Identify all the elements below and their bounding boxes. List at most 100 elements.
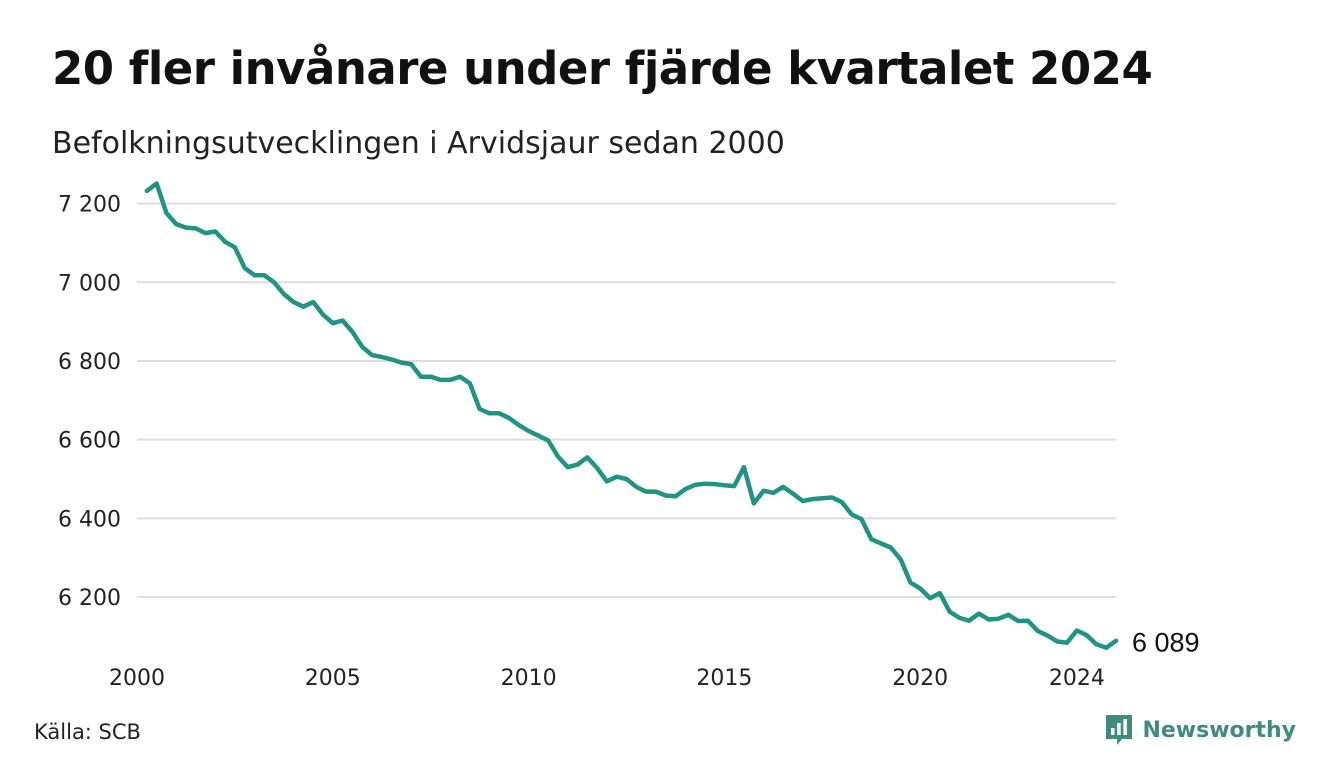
data-point: [966, 618, 972, 624]
data-point: [457, 374, 463, 380]
data-point: [741, 464, 747, 470]
data-point: [486, 410, 492, 416]
data-point: [1035, 628, 1041, 634]
data-point: [1025, 618, 1031, 624]
data-point: [917, 585, 923, 591]
data-point: [1103, 645, 1109, 651]
data-point: [770, 490, 776, 496]
data-point: [389, 356, 395, 362]
data-point: [438, 377, 444, 383]
data-point: [163, 210, 169, 216]
data-point: [839, 499, 845, 505]
grid-lines: [137, 202, 1116, 599]
data-point: [663, 493, 669, 499]
series-layer: [144, 181, 1119, 651]
x-tick-label: 2005: [305, 666, 361, 691]
data-point: [927, 595, 933, 601]
data-point: [937, 590, 943, 596]
data-point: [584, 454, 590, 460]
data-point: [643, 489, 649, 495]
data-point: [1093, 641, 1099, 647]
data-point: [212, 229, 218, 235]
newsworthy-logo-icon: [1106, 715, 1133, 745]
x-tick-label: 2000: [109, 666, 165, 691]
data-point: [555, 454, 561, 460]
data-point: [1084, 632, 1090, 638]
data-point: [300, 304, 306, 310]
data-point: [702, 481, 708, 487]
data-point: [203, 230, 209, 236]
data-point: [310, 299, 316, 305]
x-tick-label: 2020: [892, 666, 948, 691]
data-point: [173, 221, 179, 227]
data-point: [1064, 640, 1070, 646]
data-point: [614, 474, 620, 480]
data-point: [545, 438, 551, 444]
data-point: [712, 481, 718, 487]
data-point: [1054, 639, 1060, 645]
data-point: [535, 433, 541, 439]
data-point: [898, 556, 904, 562]
data-point: [144, 188, 150, 194]
chart-title: 20 fler invånare under fjärde kvartalet …: [52, 42, 1153, 95]
data-point: [242, 265, 248, 271]
source-note: Källa: SCB: [34, 720, 141, 744]
y-axis-ticks: 6 200 6 400 6 600 6 800 7 000 7 200: [58, 193, 121, 611]
data-point: [1015, 618, 1021, 624]
data-point: [526, 428, 532, 434]
data-point: [956, 615, 962, 621]
data-point: [624, 476, 630, 482]
data-point: [682, 486, 688, 492]
data-point: [418, 374, 424, 380]
data-point: [604, 478, 610, 484]
data-point: [829, 495, 835, 501]
data-point: [976, 611, 982, 617]
data-point: [1074, 628, 1080, 634]
y-tick-label: 6 200: [58, 586, 121, 611]
data-point: [398, 360, 404, 366]
data-point: [859, 516, 865, 522]
data-point: [721, 482, 727, 488]
data-point: [790, 491, 796, 497]
data-point: [320, 312, 326, 318]
data-point: [692, 482, 698, 488]
end-label-layer: 6 089: [1132, 628, 1200, 658]
data-point: [271, 279, 277, 285]
data-point: [447, 377, 453, 383]
data-point: [428, 374, 434, 380]
data-point: [633, 484, 639, 490]
end-value-label: 6 089: [1132, 628, 1200, 658]
data-point: [232, 244, 238, 250]
brand-name: Newsworthy: [1142, 717, 1296, 743]
data-point: [575, 462, 581, 468]
data-point: [183, 225, 189, 231]
data-point: [731, 483, 737, 489]
data-point: [261, 272, 267, 278]
data-point: [496, 410, 502, 416]
data-point: [193, 225, 199, 231]
data-point: [751, 500, 757, 506]
data-point: [330, 320, 336, 326]
data-point: [673, 493, 679, 499]
data-point: [780, 484, 786, 490]
data-point: [878, 541, 884, 547]
data-point: [947, 609, 953, 615]
y-tick-label: 6 400: [58, 507, 121, 532]
data-point: [819, 495, 825, 501]
brand-logo: Newsworthy: [1104, 713, 1296, 747]
data-point: [761, 488, 767, 494]
x-tick-label: 2010: [501, 666, 557, 691]
data-point: [408, 361, 414, 367]
series-line: [144, 181, 1119, 651]
y-tick-label: 6 600: [58, 429, 121, 454]
data-point: [800, 498, 806, 504]
y-tick-label: 7 200: [58, 193, 121, 218]
data-point: [516, 422, 522, 428]
data-point: [565, 464, 571, 470]
x-tick-label: 2015: [696, 666, 752, 691]
data-point: [369, 352, 375, 358]
data-point: [359, 344, 365, 350]
x-axis-ticks: 2000 2005 2010 2015 2020 2024: [109, 666, 1105, 691]
data-point: [1113, 638, 1119, 644]
